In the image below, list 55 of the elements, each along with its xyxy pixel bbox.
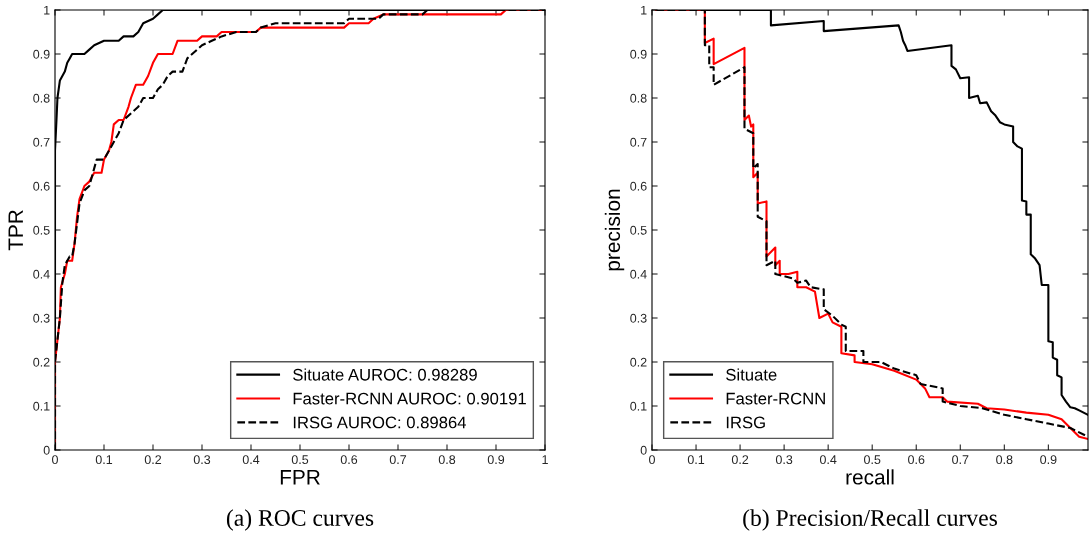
y-tick-label: 0.5 [630, 225, 647, 235]
x-tick-label: 0.5 [864, 455, 881, 465]
x-tick-label: 0.2 [731, 455, 749, 465]
y-tick-label: 0.3 [630, 313, 647, 323]
y-tick-label: 0.4 [33, 269, 50, 279]
legend-label: Situate [726, 368, 777, 381]
x-tick-label: 0.7 [952, 455, 969, 465]
y-tick-label: 0 [640, 445, 647, 455]
x-tick-label: 0.5 [291, 455, 309, 465]
y-tick-label: 0.3 [33, 313, 50, 323]
x-tick-label: 0.1 [687, 455, 705, 465]
y-tick-label: 0.4 [630, 269, 647, 279]
legend-label: Faster-RCNN [726, 392, 825, 405]
x-tick-label: 0.9 [487, 455, 505, 465]
x-tick-label: 0 [649, 455, 655, 465]
x-tick-label: 0.2 [144, 455, 162, 465]
legend-label: Situate AUROC: 0.98289 [293, 368, 477, 381]
y-tick-label: 0.6 [630, 181, 647, 191]
text: (b) Precision/Recall curves [743, 509, 997, 531]
text: (a) ROC curves [226, 509, 374, 531]
y-tick-label: 0.1 [33, 401, 50, 411]
x-tick-label: 0.3 [193, 455, 211, 465]
x-tick-label: 0.8 [438, 455, 456, 465]
x-tick-label: 0.6 [908, 455, 925, 465]
x-axis-title: recall [846, 469, 894, 485]
y-tick-label: 0.8 [33, 93, 50, 103]
x-tick-label: 0.9 [1040, 455, 1057, 465]
y-tick-label: 0.5 [33, 225, 50, 235]
x-tick-label: 0 [52, 455, 58, 465]
y-tick-label: 0.9 [630, 49, 647, 59]
y-axis-title: precision [604, 189, 625, 271]
x-tick-label: 0.1 [95, 455, 113, 465]
x-axis-title: FPR [280, 470, 320, 485]
legend-label: Faster-RCNN AUROC: 0.90191 [293, 392, 526, 405]
y-tick-label: 0.2 [33, 357, 50, 367]
y-tick-label: 0.6 [33, 181, 50, 191]
legend-label: IRSG AUROC: 0.89864 [293, 416, 467, 429]
y-tick-label: 1 [641, 5, 647, 15]
x-tick-label: 1 [542, 455, 548, 464]
y-tick-label: 0.8 [630, 93, 647, 103]
y-tick-label: 0.2 [630, 357, 647, 367]
legend-label: IRSG [726, 416, 765, 429]
x-tick-label: 0.4 [819, 455, 837, 465]
y-axis-title: TPR [8, 210, 23, 251]
y-tick-label: 0.1 [630, 401, 647, 411]
y-tick-label: 0 [43, 445, 50, 455]
y-tick-label: 0.7 [630, 137, 647, 147]
x-tick-label: 0.6 [340, 455, 358, 465]
y-tick-label: 1 [44, 5, 50, 15]
y-tick-label: 0.7 [33, 137, 50, 147]
y-tick-label: 0.9 [33, 49, 50, 59]
x-tick-label: 0.3 [775, 455, 793, 465]
x-tick-label: 0.7 [389, 455, 407, 465]
x-tick-label: 0.4 [242, 455, 260, 465]
x-tick-label: 0.8 [996, 455, 1013, 465]
